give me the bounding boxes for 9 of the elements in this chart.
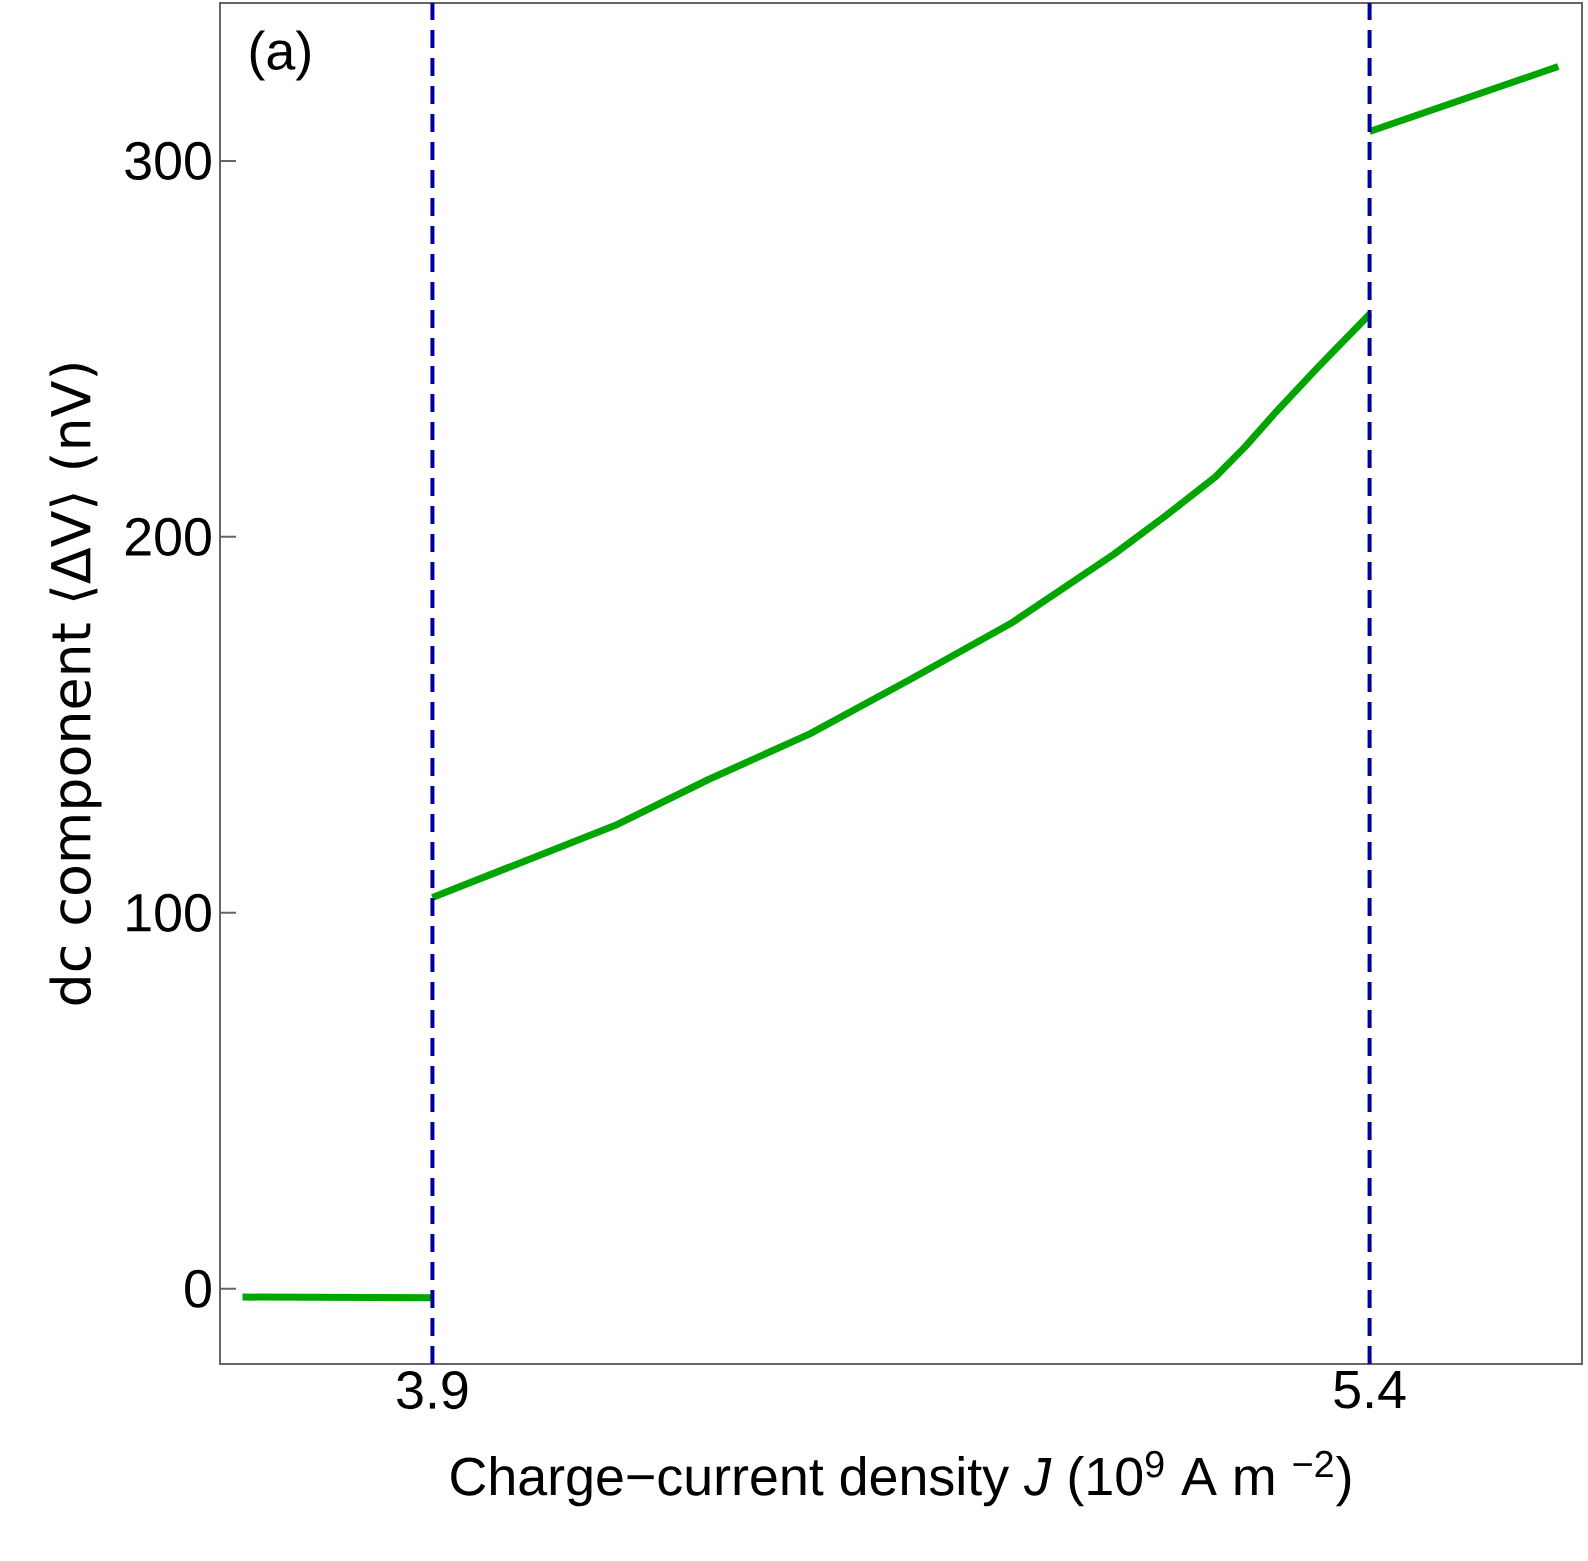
- y-tick-label: 0: [185, 1269, 211, 1308]
- annotation: (a): [250, 30, 310, 81]
- y-axis-title: dc component ⟨ΔV⟩ (nV): [49, 364, 102, 1005]
- x-axis-title: Charge−current density J (10$^{9}$ A m $^{−2}$): [451, 1450, 1351, 1507]
- x-tick-label: 5.4: [1334, 1371, 1406, 1409]
- y-tick-label: 300: [125, 141, 211, 180]
- x-tick-label: 3.9: [397, 1371, 468, 1410]
- y-tick-label: 100: [127, 893, 211, 932]
- y-tick-label: 200: [125, 517, 211, 556]
